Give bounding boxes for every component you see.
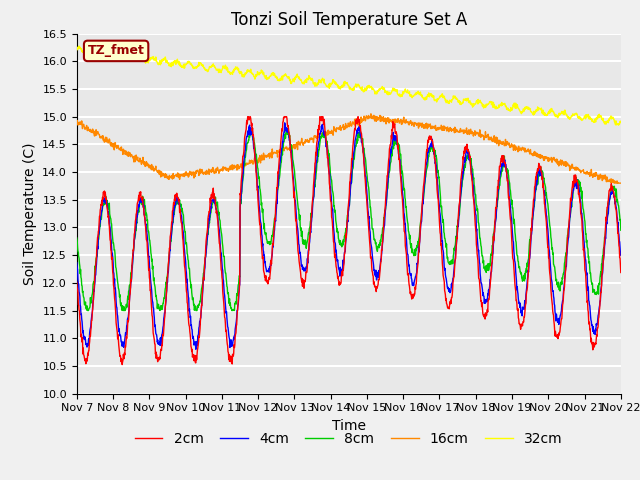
32cm [553, 112, 561, 118]
2cm [553, 334, 561, 340]
8cm [617, 228, 625, 233]
4cm [73, 260, 81, 265]
2cm [434, 195, 442, 201]
Text: TZ_fmet: TZ_fmet [88, 44, 145, 58]
8cm [434, 167, 442, 173]
8cm [283, 125, 291, 131]
32cm [255, 72, 263, 78]
16cm [180, 170, 188, 176]
2cm [244, 114, 252, 120]
2cm [255, 218, 263, 224]
4cm [434, 183, 442, 189]
8cm [73, 235, 81, 241]
Line: 4cm: 4cm [77, 123, 621, 349]
16cm [194, 168, 202, 173]
16cm [611, 180, 618, 186]
4cm [505, 190, 513, 196]
4cm [553, 318, 561, 324]
8cm [84, 308, 92, 313]
4cm [180, 248, 188, 253]
32cm [617, 119, 625, 124]
Line: 8cm: 8cm [77, 128, 621, 311]
16cm [255, 156, 262, 161]
32cm [614, 122, 622, 128]
8cm [505, 177, 513, 182]
16cm [553, 156, 561, 162]
8cm [255, 174, 263, 180]
32cm [76, 43, 83, 49]
2cm [73, 279, 81, 285]
32cm [181, 63, 189, 69]
2cm [181, 265, 189, 271]
2cm [617, 270, 625, 276]
16cm [434, 125, 442, 131]
32cm [195, 62, 202, 68]
32cm [434, 97, 442, 103]
Title: Tonzi Soil Temperature Set A: Tonzi Soil Temperature Set A [230, 11, 467, 29]
4cm [192, 347, 200, 352]
4cm [255, 202, 263, 208]
16cm [73, 118, 81, 124]
X-axis label: Time: Time [332, 419, 366, 433]
8cm [553, 282, 561, 288]
Line: 16cm: 16cm [77, 114, 621, 183]
Y-axis label: Soil Temperature (C): Soil Temperature (C) [23, 143, 36, 285]
16cm [367, 111, 375, 117]
32cm [505, 108, 513, 113]
2cm [505, 194, 513, 200]
32cm [73, 47, 81, 52]
Legend: 2cm, 4cm, 8cm, 16cm, 32cm: 2cm, 4cm, 8cm, 16cm, 32cm [129, 426, 568, 452]
16cm [617, 180, 625, 186]
Line: 32cm: 32cm [77, 46, 621, 125]
16cm [505, 142, 513, 148]
Line: 2cm: 2cm [77, 117, 621, 365]
8cm [195, 305, 202, 311]
2cm [195, 342, 202, 348]
8cm [181, 229, 189, 235]
2cm [118, 362, 126, 368]
4cm [281, 120, 289, 126]
4cm [617, 252, 625, 258]
4cm [195, 333, 202, 338]
